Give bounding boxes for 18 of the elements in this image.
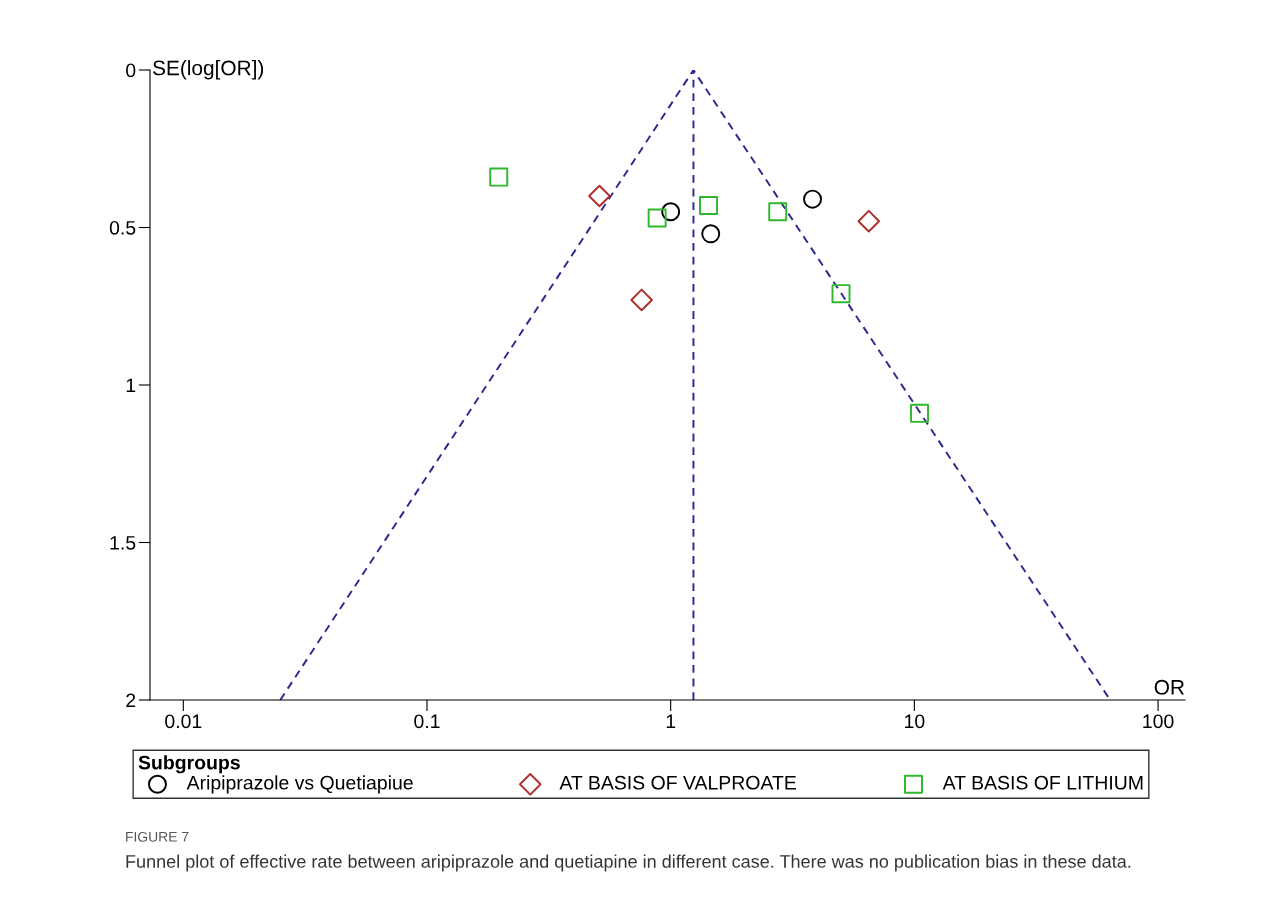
y-tick-label: 0.5 — [109, 220, 136, 235]
x-tick-label: 100 — [1143, 714, 1174, 729]
y-tick-label: 2 — [126, 693, 136, 708]
legend-title: Subgroups — [138, 755, 240, 774]
legend-label: Aripiprazole vs Quetiapiue — [186, 775, 413, 794]
text: Funnel plot of effective rate between aripiprazole and quetiapine in different case. There was no publication bias in these data. — [126, 854, 1131, 872]
x-axis-title: OR — [1154, 679, 1185, 695]
x-tick-label: 1 — [666, 714, 676, 728]
x-tick-label: 10 — [905, 714, 925, 729]
x-tick-label: 0.1 — [414, 714, 440, 729]
legend-label: AT BASIS OF VALPROATE — [559, 775, 796, 790]
caption: FIGURE 7 — [126, 831, 189, 842]
y-tick-label: 1.5 — [110, 536, 136, 550]
y-axis-title: SE(log[OR]) — [153, 60, 264, 80]
y-tick-label: 0 — [126, 63, 136, 78]
y-tick-label: 1 — [126, 378, 136, 393]
x-tick-label: 0.01 — [165, 714, 202, 729]
legend-label: AT BASIS OF LITHIUM — [942, 775, 1143, 790]
